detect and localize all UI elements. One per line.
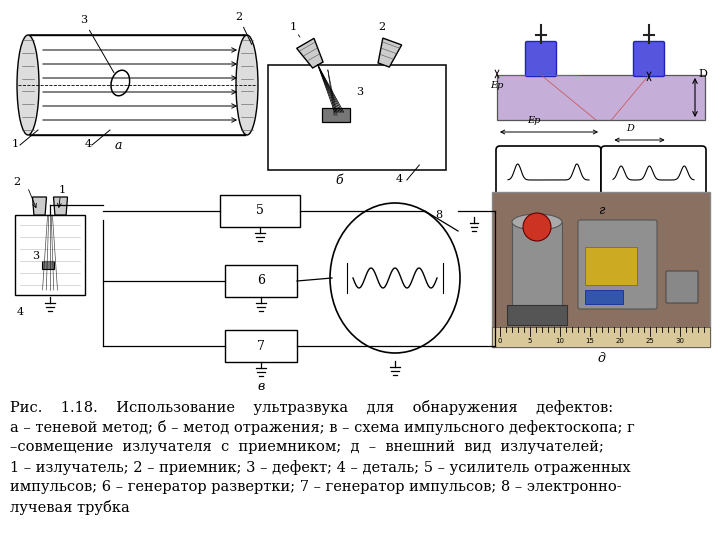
Text: 5: 5 xyxy=(256,205,264,218)
Ellipse shape xyxy=(512,214,562,230)
Text: 10: 10 xyxy=(556,338,564,344)
Bar xyxy=(322,109,350,123)
Polygon shape xyxy=(378,38,402,67)
Text: д: д xyxy=(597,352,605,365)
Text: импульсов; 6 – генератор развертки; 7 – генератор импульсов; 8 – электронно-: импульсов; 6 – генератор развертки; 7 – … xyxy=(10,480,621,494)
Text: 4: 4 xyxy=(17,307,24,317)
Text: 4: 4 xyxy=(396,174,403,184)
FancyBboxPatch shape xyxy=(526,42,557,77)
Text: 1 – излучатель; 2 – приемник; 3 – дефект; 4 – деталь; 5 – усилитель отраженных: 1 – излучатель; 2 – приемник; 3 – дефект… xyxy=(10,460,631,475)
FancyBboxPatch shape xyxy=(666,271,698,303)
Text: 8: 8 xyxy=(435,210,442,220)
Bar xyxy=(585,247,637,285)
Text: 20: 20 xyxy=(616,338,624,344)
Text: 1: 1 xyxy=(12,139,19,149)
Bar xyxy=(507,305,567,325)
Bar xyxy=(585,290,623,304)
Text: в: в xyxy=(257,380,265,393)
Bar xyxy=(42,261,53,269)
FancyBboxPatch shape xyxy=(634,42,665,77)
Bar xyxy=(15,215,85,295)
FancyBboxPatch shape xyxy=(496,146,601,204)
Text: лучевая трубка: лучевая трубка xyxy=(10,500,130,515)
Bar xyxy=(497,75,705,120)
Text: 3: 3 xyxy=(32,251,40,261)
Bar xyxy=(220,195,300,227)
Ellipse shape xyxy=(330,203,460,353)
Bar xyxy=(30,35,245,135)
Bar xyxy=(225,265,297,297)
Text: Ep: Ep xyxy=(490,82,503,91)
Text: –совмещение  излучателя  с  приемником;  д  –  внешний  вид  излучателей;: –совмещение излучателя с приемником; д –… xyxy=(10,440,604,454)
FancyBboxPatch shape xyxy=(578,220,657,309)
Text: 4: 4 xyxy=(85,139,92,149)
Bar xyxy=(268,65,446,170)
Text: 1: 1 xyxy=(290,22,300,37)
Text: а: а xyxy=(115,139,122,152)
Text: 2: 2 xyxy=(235,12,252,44)
Ellipse shape xyxy=(17,35,39,135)
Polygon shape xyxy=(32,197,47,215)
Ellipse shape xyxy=(111,70,130,96)
Polygon shape xyxy=(53,197,68,215)
Bar xyxy=(512,222,562,317)
Text: 0: 0 xyxy=(498,338,503,344)
Bar xyxy=(492,192,710,347)
Ellipse shape xyxy=(118,73,128,89)
Bar xyxy=(225,330,297,362)
Polygon shape xyxy=(297,38,323,68)
Text: 15: 15 xyxy=(585,338,595,344)
Text: Рис.    1.18.    Использование    ультразвука    для    обнаружения    дефектов:: Рис. 1.18. Использование ультразвука для… xyxy=(10,400,613,415)
Text: 3: 3 xyxy=(80,15,114,72)
Text: Ep: Ep xyxy=(527,116,541,125)
Text: 5: 5 xyxy=(528,338,532,344)
Text: 1: 1 xyxy=(59,185,66,195)
Text: 7: 7 xyxy=(257,340,265,353)
Text: D: D xyxy=(626,124,634,133)
Ellipse shape xyxy=(236,35,258,135)
Text: б: б xyxy=(336,174,343,187)
Text: 2: 2 xyxy=(13,177,20,187)
FancyBboxPatch shape xyxy=(601,146,706,204)
Text: 6: 6 xyxy=(257,274,265,287)
Text: 30: 30 xyxy=(675,338,685,344)
Text: 3: 3 xyxy=(356,87,363,97)
Text: 2: 2 xyxy=(379,22,385,32)
Bar xyxy=(492,327,710,347)
Text: г: г xyxy=(598,204,604,217)
Circle shape xyxy=(523,213,551,241)
Text: D: D xyxy=(698,69,707,79)
Text: а – теневой метод; б – метод отражения; в – схема импульсного дефектоскопа; г: а – теневой метод; б – метод отражения; … xyxy=(10,420,635,435)
Text: 25: 25 xyxy=(646,338,654,344)
Ellipse shape xyxy=(512,309,562,325)
